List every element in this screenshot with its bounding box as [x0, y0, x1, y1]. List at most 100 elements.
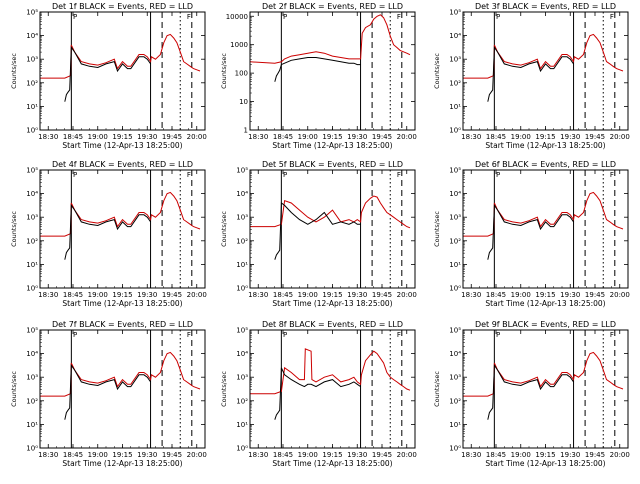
y-tick-label: 10²: [26, 237, 38, 245]
events-series-line: [64, 203, 152, 260]
y-tick-label: 10⁵: [449, 167, 461, 175]
lld-series-line: [250, 14, 411, 64]
y-axis-label: Counts/sec: [220, 211, 228, 247]
x-tick-label: 19:00: [298, 451, 318, 459]
x-tick-label: 19:30: [137, 133, 157, 141]
plot-frame: [249, 169, 416, 289]
lld-series-line: [40, 351, 201, 397]
x-tick-label: 18:45: [273, 133, 293, 141]
chart-panel-3: Det 3f BLACK = Events, RED = LLD 10⁰ 10¹ 10…: [433, 2, 630, 150]
y-tick-label: 10³: [236, 214, 248, 222]
lld-series-line: [250, 348, 411, 395]
y-tick-label: 10⁰: [236, 445, 248, 453]
events-series-line: [274, 202, 361, 260]
y-tick-label: 10²: [236, 237, 248, 245]
chart-panel-2: Det 2f BLACK = Events, RED = LLD 1 10 100 10…: [220, 2, 417, 150]
y-axis-label: Counts/sec: [433, 53, 441, 89]
lld-series-line: [40, 191, 201, 237]
y-tick-label: 10⁴: [449, 32, 461, 40]
flag-label: P: [283, 171, 287, 179]
flag-label: F: [610, 171, 614, 179]
x-tick-label: 19:00: [298, 291, 318, 299]
chart-title: Det 4f BLACK = Events, RED = LLD: [52, 160, 193, 169]
x-tick-label: 20:00: [610, 291, 630, 299]
x-tick-label: 19:15: [322, 451, 342, 459]
y-tick-label: 10³: [26, 374, 38, 382]
y-axis-label: Counts/sec: [10, 53, 18, 89]
x-tick-label: 18:30: [461, 133, 481, 141]
x-tick-label: 19:15: [535, 451, 555, 459]
y-tick-label: 10³: [449, 214, 461, 222]
x-tick-label: 19:30: [137, 451, 157, 459]
chart-panel-6: Det 6f BLACK = Events, RED = LLD 10⁰ 10¹ 10…: [433, 160, 630, 308]
flag-label: F: [610, 13, 614, 21]
x-tick-label: 19:45: [585, 291, 605, 299]
flag-label: F: [187, 171, 191, 179]
y-tick-label: 10⁴: [236, 190, 248, 198]
y-tick-label: 10⁵: [26, 9, 38, 17]
x-tick-label: 20:00: [187, 291, 207, 299]
y-tick-label: 100: [235, 70, 248, 78]
y-axis-label: Counts/sec: [433, 371, 441, 407]
y-tick-label: 10⁴: [26, 350, 38, 358]
x-tick-label: 18:30: [248, 291, 268, 299]
flag-label: F: [397, 331, 401, 339]
events-series-line: [64, 45, 152, 102]
flag-label: F: [187, 13, 191, 21]
flag-label: P: [283, 13, 287, 21]
x-tick-label: 19:00: [298, 133, 318, 141]
x-tick-label: 19:15: [535, 291, 555, 299]
x-axis-label: Start Time (12-Apr-13 18:25:00): [485, 141, 605, 150]
y-tick-label: 10⁰: [449, 445, 461, 453]
flag-label: P: [73, 13, 77, 21]
y-tick-label: 10⁵: [449, 9, 461, 17]
y-tick-label: 1000: [230, 41, 248, 49]
y-tick-label: 1: [244, 127, 248, 135]
x-tick-label: 18:30: [38, 291, 58, 299]
chart-title: Det 5f BLACK = Events, RED = LLD: [262, 160, 403, 169]
y-tick-label: 10000: [226, 13, 248, 21]
x-tick-label: 19:15: [535, 133, 555, 141]
y-tick-label: 10³: [449, 374, 461, 382]
x-axis-label: Start Time (12-Apr-13 18:25:00): [62, 299, 182, 308]
x-axis-label: Start Time (12-Apr-13 18:25:00): [485, 299, 605, 308]
y-axis-label: Counts/sec: [10, 371, 18, 407]
y-tick-label: 10⁴: [26, 32, 38, 40]
chart-title: Det 6f BLACK = Events, RED = LLD: [475, 160, 616, 169]
chart-title: Det 8f BLACK = Events, RED = LLD: [262, 320, 403, 329]
x-tick-label: 19:15: [112, 133, 132, 141]
x-tick-label: 19:45: [162, 133, 182, 141]
plot-frame: [249, 11, 416, 131]
y-tick-label: 10²: [26, 397, 38, 405]
y-tick-label: 10⁵: [449, 327, 461, 335]
x-axis-label: Start Time (12-Apr-13 18:25:00): [62, 459, 182, 468]
y-tick-label: 10⁴: [449, 350, 461, 358]
x-tick-label: 19:45: [372, 291, 392, 299]
lld-series-line: [250, 195, 411, 229]
chart-title: Det 3f BLACK = Events, RED = LLD: [475, 2, 616, 11]
x-tick-label: 18:45: [63, 133, 83, 141]
y-tick-label: 10⁰: [26, 285, 38, 293]
x-tick-label: 18:45: [486, 133, 506, 141]
x-tick-label: 18:45: [486, 291, 506, 299]
y-tick-label: 10⁵: [26, 327, 38, 335]
x-tick-label: 19:45: [585, 133, 605, 141]
x-tick-label: 19:00: [511, 291, 531, 299]
chart-title: Det 2f BLACK = Events, RED = LLD: [262, 2, 403, 11]
x-tick-label: 19:00: [88, 291, 108, 299]
y-tick-label: 10⁰: [449, 285, 461, 293]
x-axis-label: Start Time (12-Apr-13 18:25:00): [272, 459, 392, 468]
plot-frame: [39, 11, 206, 131]
lld-series-line: [463, 351, 624, 397]
x-tick-label: 19:30: [560, 291, 580, 299]
x-tick-label: 19:00: [511, 451, 531, 459]
events-series-line: [274, 367, 361, 420]
x-tick-label: 19:30: [137, 291, 157, 299]
x-tick-label: 18:30: [38, 451, 58, 459]
y-tick-label: 10⁵: [236, 167, 248, 175]
x-axis-label: Start Time (12-Apr-13 18:25:00): [485, 459, 605, 468]
x-tick-label: 19:00: [511, 133, 531, 141]
x-tick-label: 18:30: [248, 133, 268, 141]
x-tick-label: 18:45: [486, 451, 506, 459]
